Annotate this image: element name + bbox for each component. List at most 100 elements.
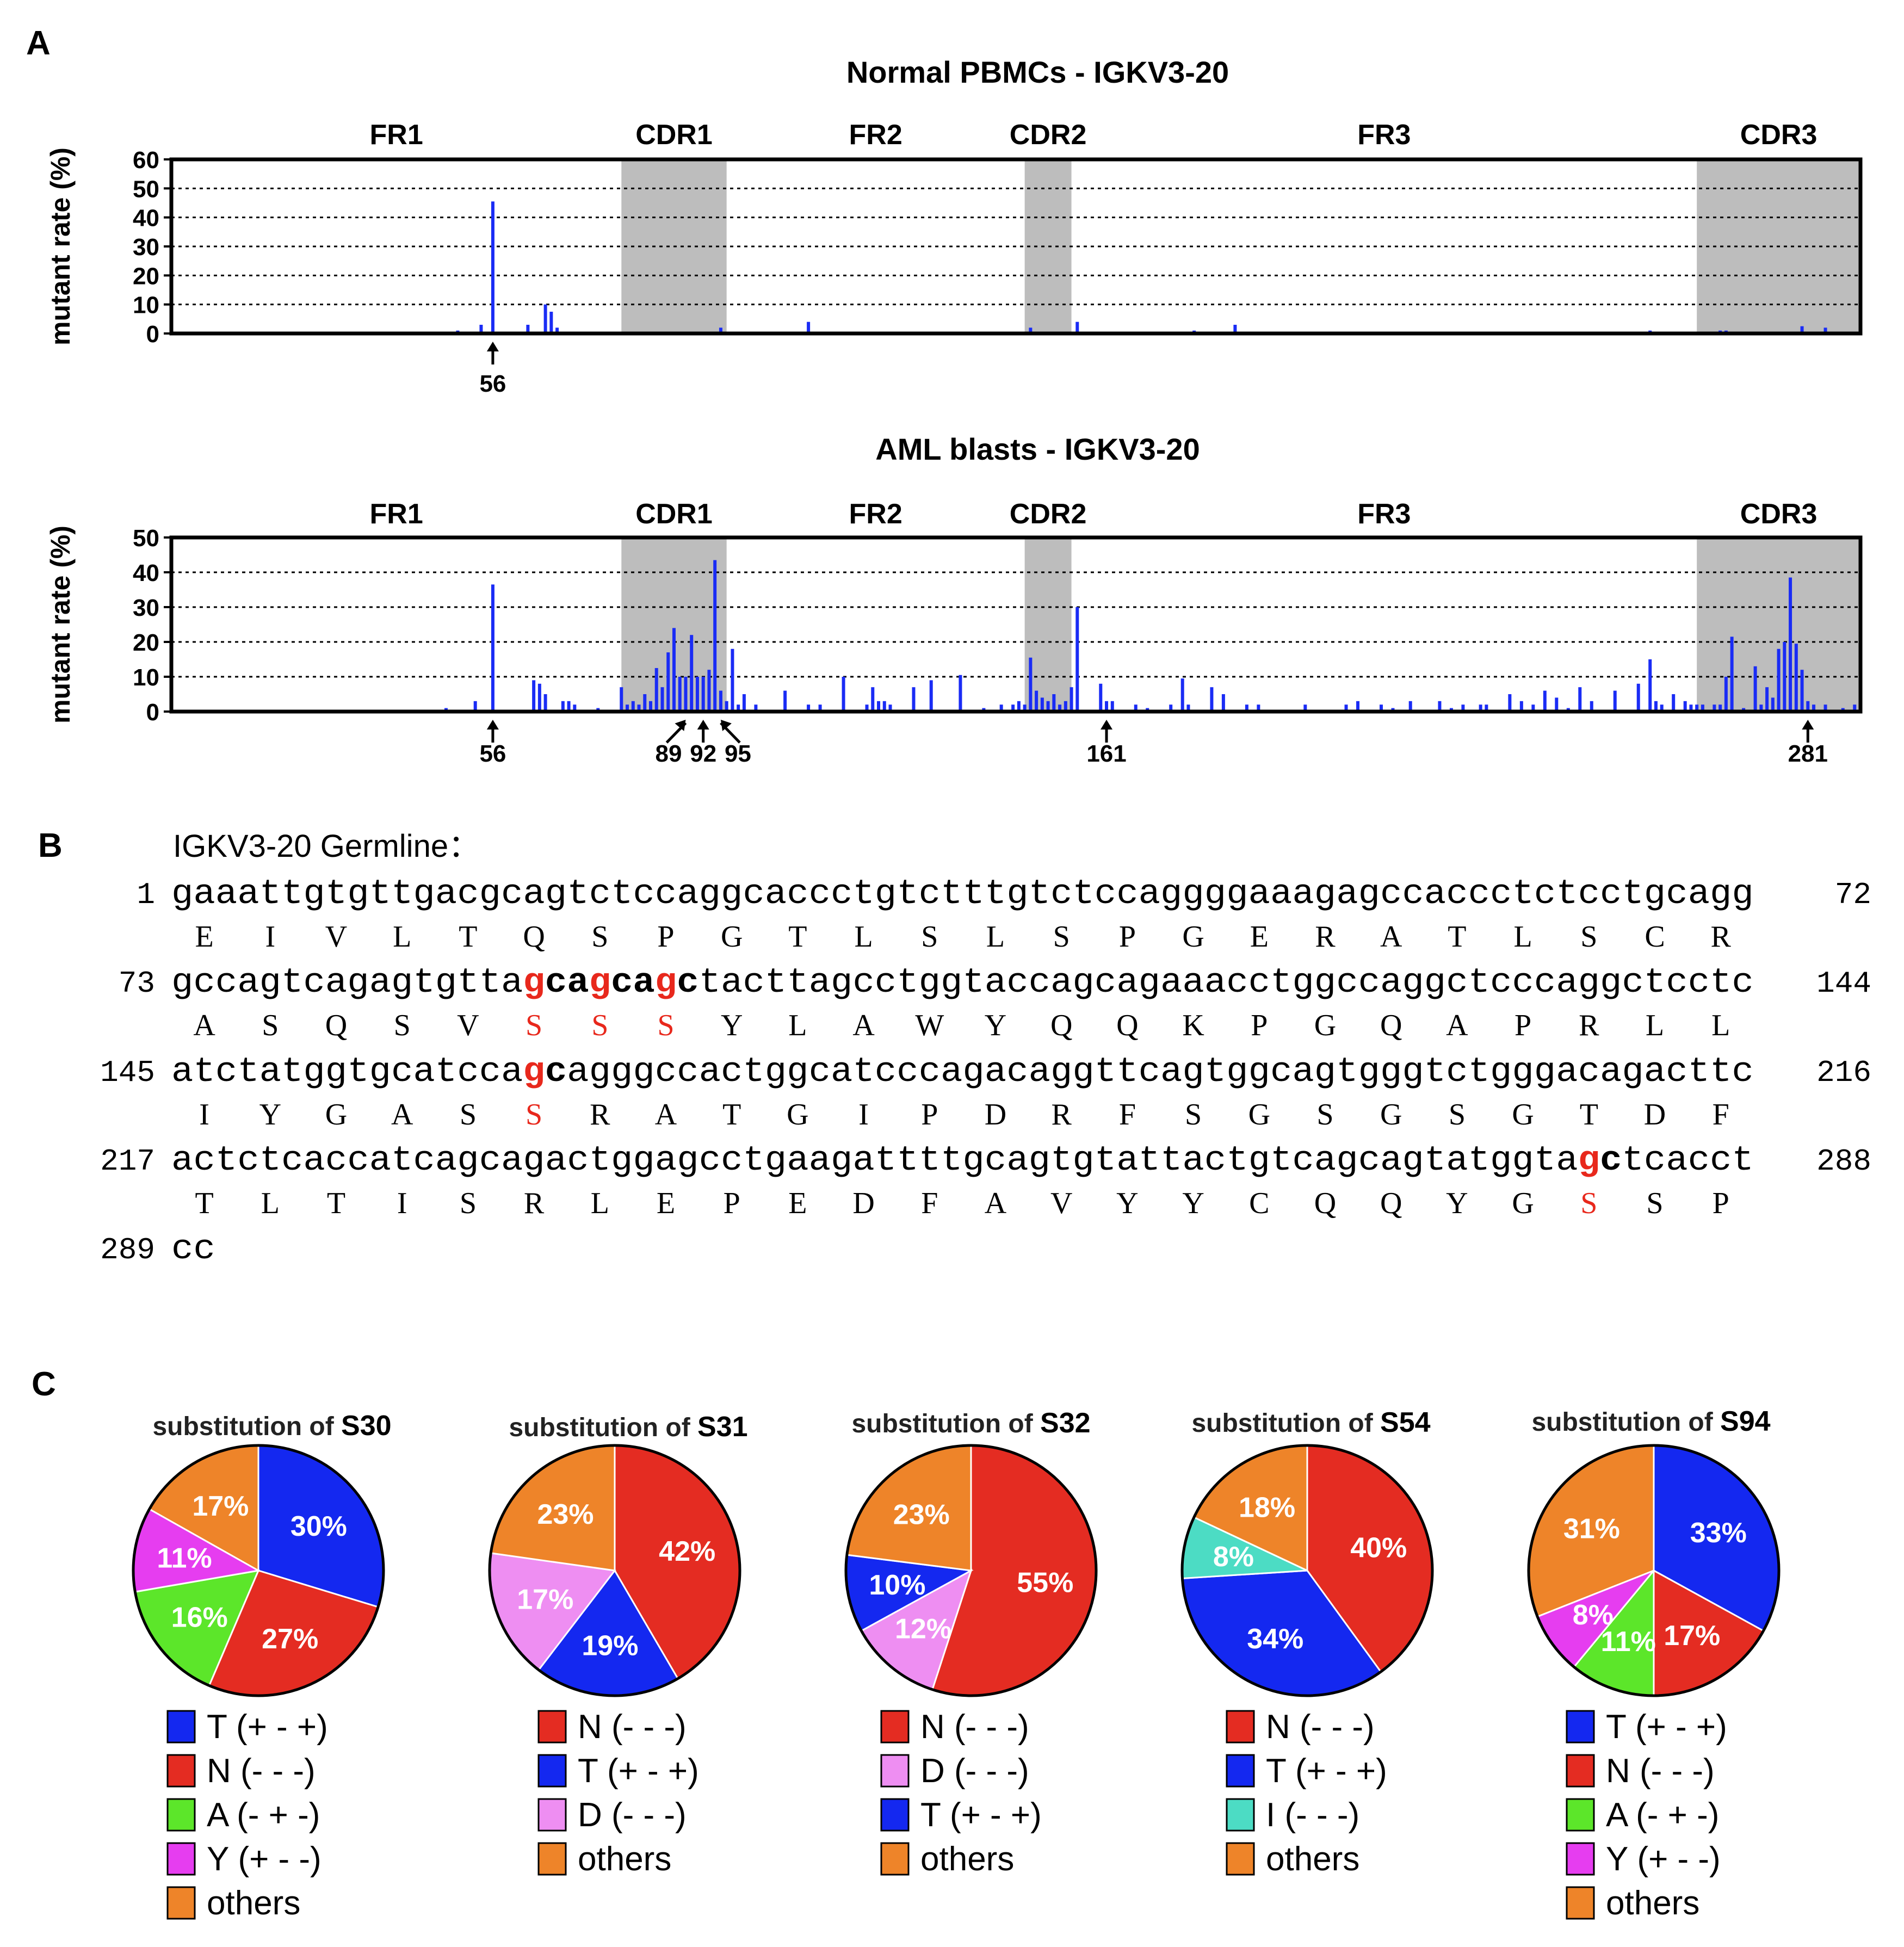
panel-label-a: A [26,24,51,62]
position-arrowhead [486,342,499,351]
pie-percent-label: 55% [1017,1567,1073,1599]
bar [1724,677,1728,712]
bar [1555,697,1559,712]
amino-acid: L [393,920,411,954]
y-axis-label: mutant rate (%) [45,147,76,345]
nucleotide-sequence: cc [171,1230,215,1269]
pie-title: substitution of S32 [851,1407,1090,1439]
legend-swatch [537,1798,567,1832]
amino-acid: E [657,1186,675,1220]
bar [1672,694,1676,712]
pie-percent-label: 18% [1239,1492,1295,1523]
amino-acid: L [1711,1009,1730,1042]
bar [1765,687,1769,712]
amino-acid-highlight: S [657,1009,674,1042]
region-shade-cdr2 [1024,537,1072,712]
pie-percent-label: 42% [659,1536,715,1567]
amino-acid: T [459,920,477,954]
pie-percent-label: 31% [1563,1513,1620,1544]
region-label-cdr2: CDR2 [1010,119,1087,151]
pie-title: substitution of S31 [509,1411,747,1443]
sequence-title: IGKV3-20 Germline： [173,829,480,864]
legend-label: D (- - -) [920,1752,1029,1790]
amino-acid: P [1119,920,1136,954]
bar [865,704,869,712]
bar [842,677,845,712]
position-arrowhead [1802,720,1814,730]
position-label: 56 [479,370,506,397]
amino-acid: Q [1380,1009,1402,1042]
bar [631,701,635,712]
amino-acid: S [1580,920,1597,954]
bar [1379,704,1383,712]
legend-label: Y (+ - -) [207,1840,322,1878]
bar [1479,704,1482,712]
pie-chart-s32: substitution of S32 55% 12% 10% 23% N (- - -)… [844,1407,1098,1878]
legend-label: others [920,1840,1014,1878]
region-label-fr3: FR3 [1357,498,1411,530]
chart-title: Normal PBMCs - IGKV3-20 [846,55,1229,89]
legend-label: N (- - -) [1606,1752,1715,1790]
bar [1853,704,1857,712]
legend-swatch [880,1798,910,1832]
nucleotide-segment: tacttagcctggtaccagcagaaacctggccaggctccca… [699,963,1754,1003]
row-start-number: 1 [137,877,155,912]
amino-acid: Y [259,1098,281,1132]
legend-swatch [166,1754,196,1788]
pie-chart-s94: substitution of S94 33% 17%11%8% 31% T (+ - … [1527,1406,1781,1922]
pie-title-residue: S54 [1380,1407,1431,1438]
amino-acid: Y [721,1009,743,1042]
amino-acid: T [1448,920,1466,954]
amino-acid: D [985,1098,1006,1132]
bar [1064,701,1067,712]
bar [1713,704,1716,712]
amino-acid: T [722,1098,741,1132]
nucleotide-segment: ca [545,963,589,1003]
legend-swatch [1226,1710,1255,1744]
amino-acid: I [199,1098,209,1132]
pie-percent-label: 23% [893,1499,950,1530]
legend-label: T (+ - +) [920,1796,1042,1834]
legend-swatch [1226,1842,1255,1876]
amino-acid: I [858,1098,869,1132]
y-tick-label: 40 [133,205,159,232]
region-label-cdr3: CDR3 [1740,498,1818,530]
bar [1800,670,1804,712]
amino-acid: Y [1116,1186,1138,1220]
legend-swatch [166,1842,196,1876]
nucleotide-segment: actctcaccatcagcagactggagcctgaagattttgcag… [171,1141,1578,1180]
bar [1408,701,1412,712]
pie-outline [488,1444,741,1697]
region-label-cdr1: CDR1 [635,119,713,151]
bar [672,628,676,712]
amino-acid: Q [1050,1009,1072,1042]
amino-acid: T [195,1186,213,1220]
pie-chart-s31: substitution of S31 42% 19% 17% 23% N (- - -)… [488,1411,748,1878]
amino-acid: L [854,920,873,954]
legend-label: T (+ - +) [578,1752,699,1790]
bar [999,704,1003,712]
bar [1812,704,1816,712]
highlight-nucleotide: g [523,1053,545,1092]
legend-label: Y (+ - -) [1606,1840,1721,1878]
panel-label-b: B [38,827,63,864]
region-label-fr1: FR1 [370,498,423,530]
pie-title-residue: S31 [697,1411,748,1443]
nucleotide-segment: ca [611,963,655,1003]
pie-percent-label: 11% [157,1543,212,1574]
bar [637,704,641,712]
position-label: 281 [1788,740,1828,767]
bar [1344,704,1348,712]
bar [1046,701,1050,712]
amino-acid: S [921,920,938,954]
row-end-number: 288 [1816,1144,1871,1179]
pie-legend: T (+ - +) N (- - -) A (- + -) Y (+ - -) othe… [166,1708,328,1922]
amino-acid-highlight: S [526,1098,542,1132]
bar [491,584,494,712]
bar [1058,704,1062,712]
bar [912,687,916,712]
amino-acid: G [787,1098,808,1132]
bar [1771,697,1775,712]
